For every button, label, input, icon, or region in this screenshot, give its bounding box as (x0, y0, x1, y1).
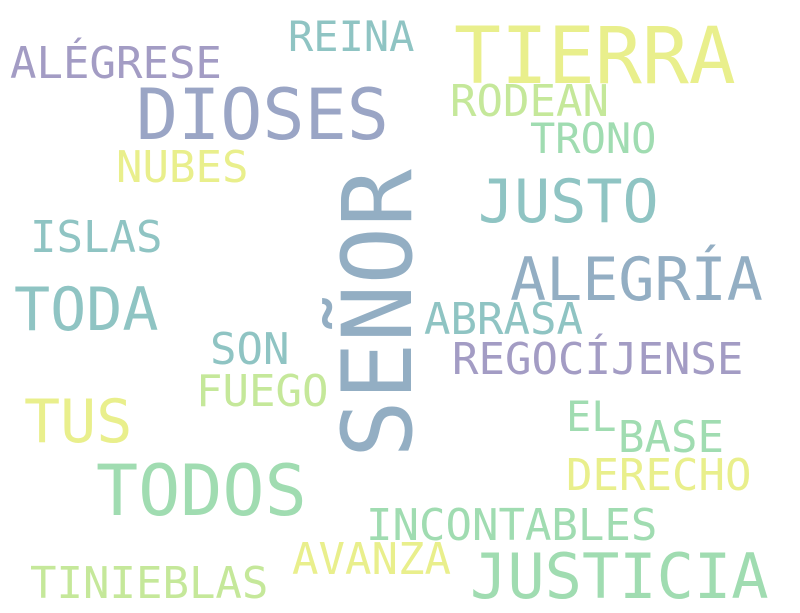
word-alegrese: ALÉGRESE (10, 38, 222, 89)
word-el: EL (566, 392, 617, 441)
word-tinieblas: TINIEBLAS (30, 558, 269, 609)
word-senor: SEÑOR (322, 169, 434, 458)
word-toda: TODA (14, 275, 159, 345)
word-rodean: RODEAN (450, 76, 609, 127)
word-islas: ISLAS (30, 212, 163, 263)
word-base: BASE (618, 412, 724, 463)
word-avanza: AVANZA (292, 534, 451, 585)
word-alegria: ALEGRÍA (510, 245, 763, 315)
word-cloud: TIERRA REINA ALÉGRESE DIOSES RODEAN TRON… (10, 12, 769, 608)
word-justicia: JUSTICIA (470, 540, 769, 613)
word-justo: JUSTO (478, 167, 659, 237)
word-reina: REINA (288, 12, 415, 61)
word-trono: TRONO (530, 114, 657, 163)
word-nubes: NUBES (116, 142, 249, 193)
word-todos: TODOS (96, 450, 307, 532)
word-incontables: INCONTABLES (366, 500, 658, 551)
word-tierra: TIERRA (454, 12, 736, 102)
word-son: SON (210, 324, 290, 375)
word-regocijense: REGOCÍJENSE (452, 334, 744, 385)
word-abrasa: ABRASA (424, 294, 583, 345)
word-tus: TUS (24, 387, 133, 457)
word-dioses: DIOSES (136, 74, 389, 156)
word-derecho: DERECHO (566, 450, 752, 501)
word-fuego: FUEGO (196, 366, 329, 417)
